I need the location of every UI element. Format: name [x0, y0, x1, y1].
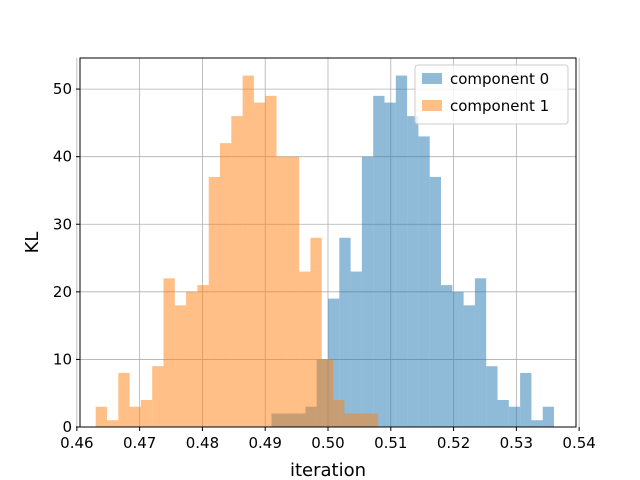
histogram-bar	[429, 176, 442, 427]
histogram-bar	[361, 156, 374, 427]
x-tick-label: 0.50	[311, 434, 344, 452]
y-tick-label: 20	[53, 283, 72, 301]
histogram-bar	[118, 372, 130, 427]
histogram-bar	[418, 136, 430, 427]
histogram-bar	[407, 116, 419, 427]
series-1-bars	[95, 75, 379, 428]
histogram-bar	[265, 95, 277, 427]
y-axis-label: KL	[22, 232, 43, 254]
x-tick-label: 0.53	[500, 434, 533, 452]
x-tick-label: 0.52	[437, 434, 470, 452]
y-tick-label: 40	[53, 148, 72, 166]
histogram-bar	[395, 75, 408, 428]
histogram-bar	[299, 271, 311, 427]
histogram-bar	[452, 291, 464, 427]
histogram-bar	[208, 176, 221, 427]
histogram-bar	[231, 116, 243, 427]
y-tick-label: 0	[62, 418, 72, 436]
histogram-bar	[531, 420, 543, 427]
histogram-bar	[520, 372, 532, 427]
x-tick-label: 0.46	[60, 434, 93, 452]
histogram-bar	[366, 413, 379, 427]
histogram-bar	[373, 95, 385, 427]
histogram-bar	[333, 399, 345, 427]
histogram-bar	[163, 278, 175, 427]
x-tick-label: 0.49	[249, 434, 282, 452]
histogram-bar	[441, 285, 453, 427]
legend: component 0 component 1	[414, 64, 569, 125]
histogram-bar	[287, 156, 300, 427]
histogram-bar	[486, 366, 498, 427]
histogram-bar	[152, 366, 164, 427]
histogram-bar	[129, 406, 141, 427]
legend-frame	[414, 64, 569, 125]
histogram-bar	[276, 156, 288, 427]
legend-swatch	[422, 100, 442, 111]
histogram-bar	[384, 102, 396, 427]
legend-label: component 0	[450, 70, 549, 88]
histogram-bar	[310, 237, 322, 427]
x-tick-label: 0.54	[562, 434, 595, 452]
x-tick-label: 0.51	[374, 434, 407, 452]
histogram-bar	[474, 278, 487, 427]
y-axis-ticks: 0 10 20 30 40 50	[53, 80, 80, 436]
histogram-bar	[355, 413, 367, 427]
histogram-bar	[328, 298, 340, 427]
histogram-bar	[350, 271, 362, 427]
legend-item: component 1	[422, 97, 549, 115]
y-tick-label: 50	[53, 80, 72, 98]
histogram-bar	[174, 305, 187, 427]
histogram-bar	[321, 359, 334, 427]
histogram-bar	[344, 413, 356, 427]
histogram-bar	[95, 406, 107, 427]
histogram-bar	[542, 406, 555, 427]
x-axis-ticks: 0.46 0.47 0.48 0.49 0.50 0.51 0.52 0.53 0.54	[60, 427, 596, 452]
bars	[95, 75, 555, 428]
histogram-bar	[508, 406, 521, 427]
x-tick-label: 0.48	[186, 434, 219, 452]
histogram-bar	[339, 237, 351, 427]
x-axis-label: iteration	[290, 460, 366, 480]
histogram-bar	[197, 285, 209, 427]
legend-item: component 0	[422, 70, 549, 88]
y-tick-label: 30	[53, 215, 72, 233]
histogram-bar	[253, 102, 266, 427]
histogram-bar	[463, 305, 475, 427]
histogram-bar	[140, 399, 153, 427]
histogram-bar	[106, 420, 119, 427]
legend-label: component 1	[450, 97, 549, 115]
x-tick-label: 0.47	[123, 434, 156, 452]
y-tick-label: 10	[53, 350, 72, 368]
legend-swatch	[422, 73, 442, 84]
histogram-bar	[186, 291, 198, 427]
histogram-bar	[220, 143, 232, 427]
histogram-bar	[497, 399, 509, 427]
histogram-bar	[242, 75, 254, 428]
